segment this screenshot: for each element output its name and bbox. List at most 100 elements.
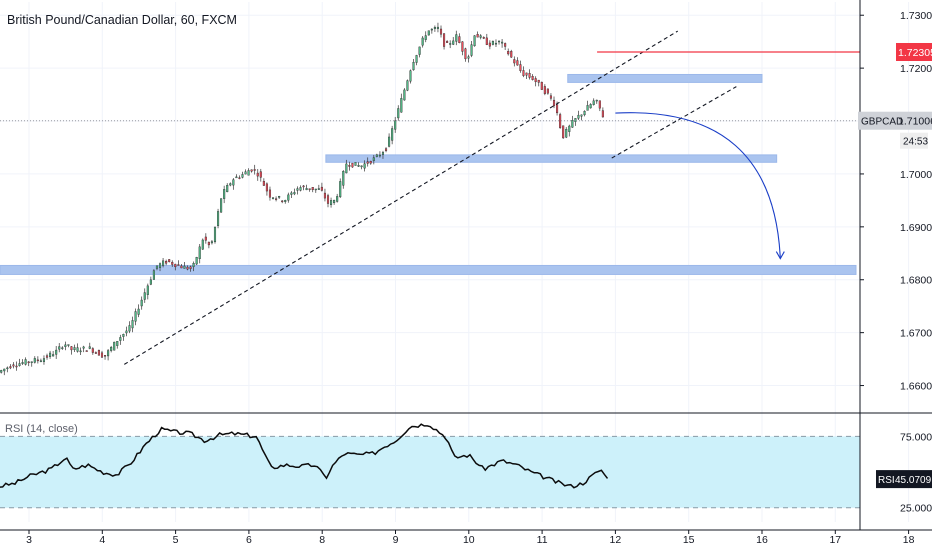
candle-body [186, 266, 189, 270]
candle-body [323, 192, 326, 199]
red-price-tag [896, 42, 932, 61]
support-zone-2 [325, 154, 778, 163]
candle-body [192, 263, 195, 267]
candle-body [562, 125, 565, 139]
candle-body [253, 169, 256, 171]
candle-body [391, 128, 394, 141]
x-tick-label: 12 [610, 534, 622, 546]
candle-body [363, 163, 366, 169]
candle-body [143, 292, 146, 300]
candle-body [116, 341, 119, 346]
candle-body [122, 334, 125, 337]
candle-body [430, 28, 433, 31]
candle-body [113, 341, 116, 351]
countdown-label: 24:53 [903, 137, 928, 148]
candle-body [244, 171, 247, 175]
candle-body [488, 42, 491, 47]
candle-body [140, 299, 143, 307]
candle-body [513, 59, 516, 64]
candle-body [131, 320, 134, 329]
candle-body [339, 181, 342, 198]
x-tick-label: 18 [903, 534, 915, 546]
candle-body [85, 350, 88, 352]
x-tick-label: 15 [683, 534, 695, 546]
x-tick-label: 9 [393, 534, 399, 546]
candle-body [436, 26, 439, 29]
candle-body [559, 114, 562, 128]
candle-body [455, 34, 458, 42]
candle-body [452, 40, 455, 45]
candle-body [284, 199, 287, 202]
candle-body [357, 165, 360, 167]
rsi-title: RSI (14, close) [5, 423, 78, 435]
candle-body [443, 33, 446, 47]
candle-body [58, 346, 61, 350]
candle-body [195, 257, 198, 265]
candle-body [510, 51, 513, 58]
candle-body [308, 188, 311, 190]
candle-body [565, 128, 568, 138]
candle-body [580, 114, 583, 117]
y-tick-label: 1.70000 [900, 169, 932, 181]
candle-body [595, 99, 598, 102]
candle-body [241, 174, 244, 178]
support-zones [0, 73, 857, 275]
y-tick-label: 1.73000 [900, 10, 932, 22]
candle-body [61, 347, 64, 349]
candle-body [189, 266, 192, 269]
candle-body [397, 108, 400, 119]
candle-body [207, 241, 210, 246]
candle-body [424, 35, 427, 40]
candle-body [504, 43, 507, 47]
candle-body [314, 188, 317, 191]
candle-body [64, 344, 67, 347]
candle-body [348, 165, 351, 167]
candle-body [36, 359, 39, 362]
trendline-1 [124, 30, 678, 365]
candle-body [247, 170, 250, 176]
candle-body [540, 81, 543, 90]
candle-body [88, 346, 91, 349]
overlays [0, 30, 860, 365]
current-price-label: 1.71006 [898, 116, 932, 128]
candle-body [146, 285, 149, 295]
candle-body [177, 264, 180, 266]
candle-body [287, 194, 290, 201]
support-zone-3 [0, 264, 857, 275]
rsi-line [0, 423, 609, 489]
x-tick-label: 3 [26, 534, 32, 546]
candle-body [415, 55, 418, 63]
candle-body [24, 359, 27, 365]
candle-body [27, 361, 30, 364]
candle-body [110, 347, 113, 351]
candle-body [577, 114, 580, 119]
candle-body [433, 27, 436, 29]
candles [0, 22, 604, 376]
candle-body [333, 199, 336, 203]
x-tick-label: 10 [463, 534, 475, 546]
candle-body [168, 259, 171, 262]
candle-body [39, 360, 42, 362]
candle-body [403, 89, 406, 101]
candle-body [461, 41, 464, 52]
candle-body [70, 346, 73, 351]
candle-body [256, 172, 259, 177]
x-tick-label: 11 [537, 534, 548, 546]
candle-body [265, 183, 268, 192]
candle-body [406, 80, 409, 91]
candle-body [473, 35, 476, 47]
candle-body [464, 48, 467, 60]
candle-body [372, 157, 375, 161]
candle-body [388, 136, 391, 147]
x-tick-label: 17 [829, 534, 841, 546]
candle-body [491, 41, 494, 45]
candle-body [290, 192, 293, 195]
candle-body [409, 70, 412, 82]
candle-body [394, 120, 397, 130]
candle-body [476, 34, 479, 38]
rsi-band [0, 436, 860, 508]
candle-body [317, 188, 320, 190]
candle-body [470, 44, 473, 56]
